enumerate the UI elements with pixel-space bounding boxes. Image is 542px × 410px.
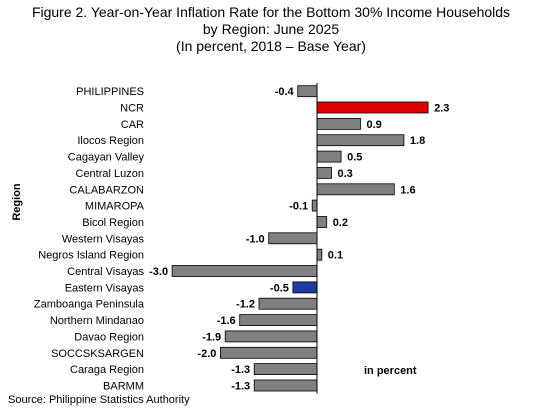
value-label-caraga-region: -1.3 bbox=[231, 364, 250, 376]
chart-title: Figure 2. Year-on-Year Inflation Rate fo… bbox=[0, 4, 542, 55]
category-label-central-visayas: Central Visayas bbox=[67, 266, 144, 278]
value-label-cagayan-valley: 0.5 bbox=[347, 152, 362, 164]
chart-title-line-3: (In percent, 2018 – Base Year) bbox=[176, 38, 366, 54]
value-label-bicol-region: 0.2 bbox=[333, 217, 348, 229]
bar-cagayan-valley bbox=[316, 150, 342, 163]
category-label-car: CAR bbox=[121, 119, 144, 131]
bar-caraga-region bbox=[253, 363, 318, 376]
category-label-caraga-region: Caraga Region bbox=[70, 364, 144, 376]
category-label-calabarzon: CALABARZON bbox=[69, 184, 144, 196]
category-label-barmm: BARMM bbox=[103, 381, 144, 393]
y-axis-title: Region bbox=[11, 183, 23, 221]
category-label-northern-mindanao: Northern Mindanao bbox=[50, 315, 144, 327]
value-label-mimaropa: -0.1 bbox=[289, 201, 308, 213]
chart-title-line-2: by Region: June 2025 bbox=[202, 21, 340, 37]
category-label-philippines: PHILIPPINES bbox=[76, 86, 144, 98]
category-label-eastern-visayas: Eastern Visayas bbox=[65, 282, 145, 294]
value-label-ncr: 2.3 bbox=[434, 103, 449, 115]
source-note: Source: Philippine Statistics Authority bbox=[8, 394, 190, 406]
bar-ilocos-region bbox=[316, 134, 405, 147]
x-axis-title: in percent bbox=[364, 365, 417, 377]
bar-eastern-visayas bbox=[292, 281, 318, 294]
bar-central-visayas bbox=[171, 265, 318, 277]
value-label-barmm: -1.3 bbox=[231, 381, 250, 393]
value-label-soccsksargen: -2.0 bbox=[197, 348, 216, 360]
bar-northern-mindanao bbox=[239, 314, 318, 327]
category-label-cagayan-valley: Cagayan Valley bbox=[68, 152, 145, 164]
chart-title-line-1: Figure 2. Year-on-Year Inflation Rate fo… bbox=[31, 4, 511, 20]
value-label-davao-region: -1.9 bbox=[202, 331, 221, 343]
bar-calabarzon bbox=[316, 183, 395, 196]
value-label-central-luzon: 0.3 bbox=[338, 168, 353, 180]
labels-layer: PHILIPPINES -0.4 NCR 2.3 CAR 0.9 Ilocos Region… bbox=[34, 86, 449, 392]
category-label-bicol-region: Bicol Region bbox=[82, 217, 144, 229]
value-label-ilocos-region: 1.8 bbox=[410, 135, 425, 147]
value-label-western-visayas: -1.0 bbox=[246, 233, 265, 245]
value-label-calabarzon: 1.6 bbox=[400, 184, 415, 196]
value-label-negros-island-region: 0.1 bbox=[328, 250, 343, 262]
category-label-davao-region: Davao Region bbox=[74, 331, 144, 343]
value-label-eastern-visayas: -0.5 bbox=[270, 282, 289, 294]
category-label-ncr: NCR bbox=[120, 103, 144, 115]
bar-zamboanga-peninsula bbox=[258, 297, 318, 310]
bar-philippines bbox=[297, 85, 318, 98]
bar-soccsksargen bbox=[219, 346, 318, 359]
category-label-zamboanga-peninsula: Zamboanga Peninsula bbox=[34, 299, 145, 311]
value-label-northern-mindanao: -1.6 bbox=[217, 315, 236, 327]
bars-layer bbox=[171, 85, 429, 392]
value-label-zamboanga-peninsula: -1.2 bbox=[236, 299, 255, 311]
category-label-central-luzon: Central Luzon bbox=[76, 168, 145, 180]
value-label-central-visayas: -3.0 bbox=[149, 266, 168, 278]
bar-western-visayas bbox=[268, 232, 318, 245]
bar-negros-island-region bbox=[316, 248, 323, 261]
value-label-philippines: -0.4 bbox=[275, 86, 295, 98]
bar-ncr bbox=[316, 101, 429, 114]
bar-davao-region bbox=[224, 330, 318, 343]
category-label-ilocos-region: Ilocos Region bbox=[77, 135, 144, 147]
category-label-negros-island-region: Negros Island Region bbox=[38, 250, 144, 262]
bar-barmm bbox=[253, 379, 318, 392]
category-label-western-visayas: Western Visayas bbox=[62, 233, 145, 245]
category-label-mimaropa: MIMAROPA bbox=[85, 201, 145, 213]
category-label-soccsksargen: SOCCSKSARGEN bbox=[51, 348, 144, 360]
bar-mimaropa bbox=[311, 199, 318, 212]
bar-central-luzon bbox=[316, 166, 332, 179]
bar-bicol-region bbox=[316, 216, 328, 228]
bar-car bbox=[316, 118, 361, 130]
value-label-car: 0.9 bbox=[367, 119, 382, 131]
